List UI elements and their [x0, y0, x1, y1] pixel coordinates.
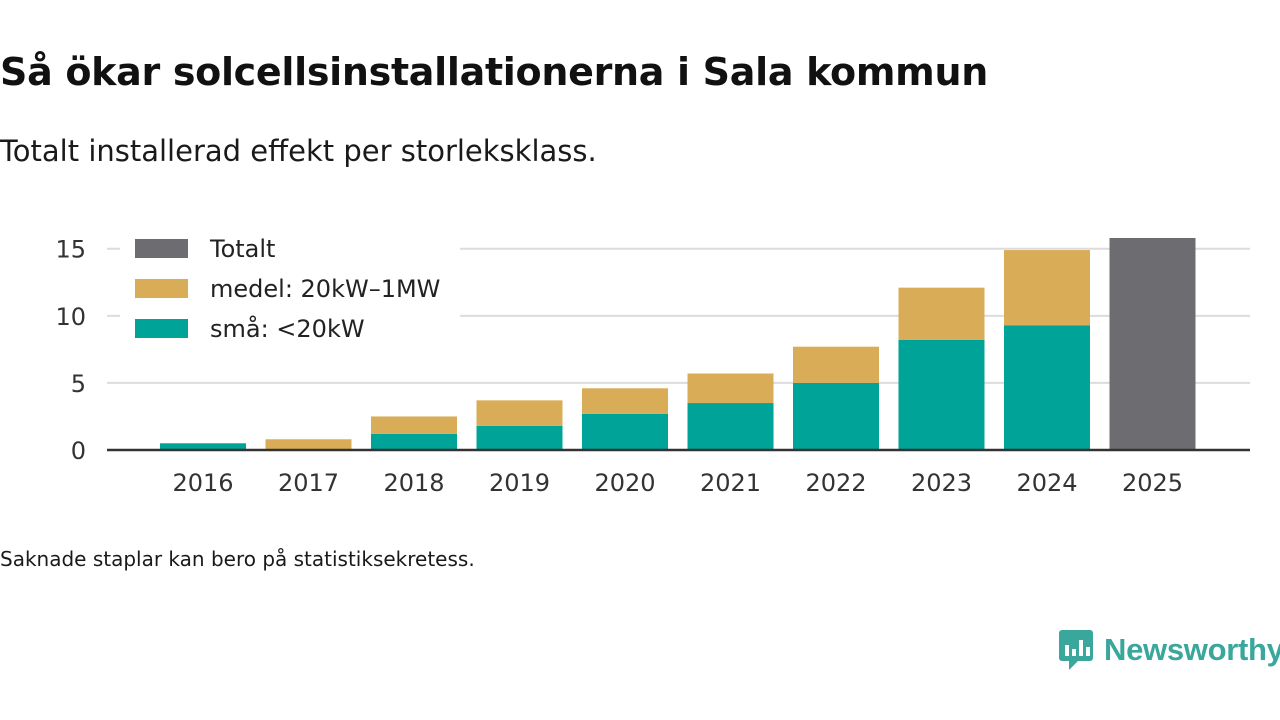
bar-medium-2018	[371, 416, 457, 434]
chart-title: Så ökar solcellsinstallationerna i Sala …	[0, 50, 988, 94]
legend-label-medium: medel: 20kW–1MW	[210, 275, 440, 303]
legend-label-total: Totalt	[209, 235, 275, 263]
bar-small-2019	[476, 425, 563, 450]
legend-swatch-medium	[135, 279, 188, 298]
footnote: Saknade staplar kan bero på statistiksek…	[0, 547, 475, 571]
x-tick-label: 2023	[911, 469, 972, 497]
y-tick-label: 15	[55, 236, 86, 264]
bar-medium-2020	[582, 388, 668, 414]
axes: 0 5 10 15 2016 2017 2018 2019 2020 2021 2022 2023 20…	[55, 236, 1250, 497]
bar-medium-2021	[687, 373, 774, 404]
x-tick-label: 2025	[1122, 469, 1183, 497]
bar-small-2024	[1004, 325, 1090, 450]
bar-medium-2019	[476, 400, 563, 426]
x-tick-label: 2016	[172, 469, 233, 497]
y-tick-label: 10	[55, 303, 86, 331]
legend-swatch-total	[135, 239, 188, 258]
bar-medium-2017	[265, 439, 352, 450]
x-tick-label: 2020	[594, 469, 655, 497]
bar-medium-2023	[898, 287, 985, 340]
x-tick-label: 2019	[489, 469, 550, 497]
bar-chart: 0 5 10 15 2016 2017 2018 2019 2020 2021 2022 2023 20…	[55, 228, 1250, 497]
chart-subtitle: Totalt installerad effekt per storlekskl…	[0, 134, 597, 168]
x-tick-label: 2021	[700, 469, 761, 497]
y-tick-label: 0	[71, 437, 86, 465]
x-tick-label: 2022	[805, 469, 866, 497]
bar-small-2023	[898, 339, 985, 450]
bar-small-2018	[371, 433, 457, 450]
legend-swatch-small	[135, 319, 188, 338]
newsworthy-chat-chart-icon	[1059, 630, 1093, 670]
bar-medium-2024	[1004, 250, 1090, 326]
newsworthy-logo: Newsworthy	[1058, 628, 1280, 672]
y-tick-label: 5	[71, 370, 86, 398]
bar-small-2020	[582, 413, 668, 450]
bar-small-2016	[160, 443, 246, 450]
bar-total-2025	[1109, 238, 1196, 450]
legend: Totalt medel: 20kW–1MW små: <20kW	[120, 228, 460, 358]
x-tick-label: 2017	[278, 469, 339, 497]
bar-small-2021	[687, 403, 774, 450]
bar-small-2022	[793, 382, 879, 450]
x-tick-label: 2018	[383, 469, 444, 497]
brand-name: Newsworthy	[1104, 632, 1280, 667]
legend-label-small: små: <20kW	[210, 314, 365, 343]
bar-medium-2022	[793, 346, 879, 383]
bars	[160, 238, 1196, 450]
x-tick-label: 2024	[1016, 469, 1077, 497]
